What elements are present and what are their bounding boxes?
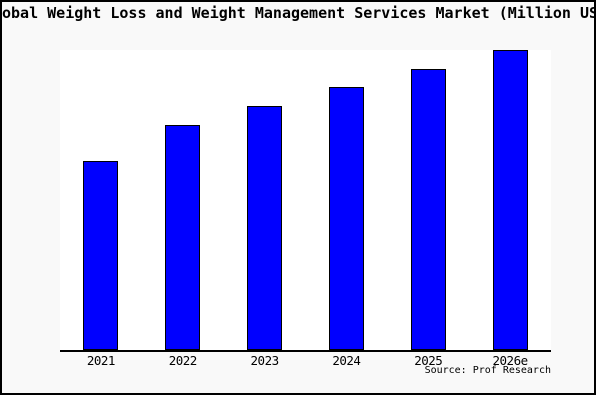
x-tick-label-2021: 2021	[86, 353, 116, 368]
source-credit: Source: Prof Research	[424, 365, 551, 376]
x-tick-label-2025: 2025	[414, 353, 443, 368]
x-tick-label-2026e: 2026e	[492, 353, 529, 368]
x-axis-labels: 2021 2022 2023 2024 2025 2026e	[60, 354, 551, 369]
chart-title: obal Weight Loss and Weight Management S…	[2, 4, 596, 22]
bar-2023	[247, 105, 283, 350]
bar-2022	[165, 124, 201, 350]
bar-2026e	[492, 50, 528, 350]
bar-2024	[328, 86, 364, 350]
plot-area	[60, 50, 551, 352]
bar-2025	[410, 68, 446, 350]
bar-2021	[83, 160, 119, 350]
x-tick-label-2023: 2023	[250, 353, 280, 368]
x-tick-label-2022: 2022	[168, 353, 198, 368]
x-tick-label-2024: 2024	[332, 353, 361, 368]
